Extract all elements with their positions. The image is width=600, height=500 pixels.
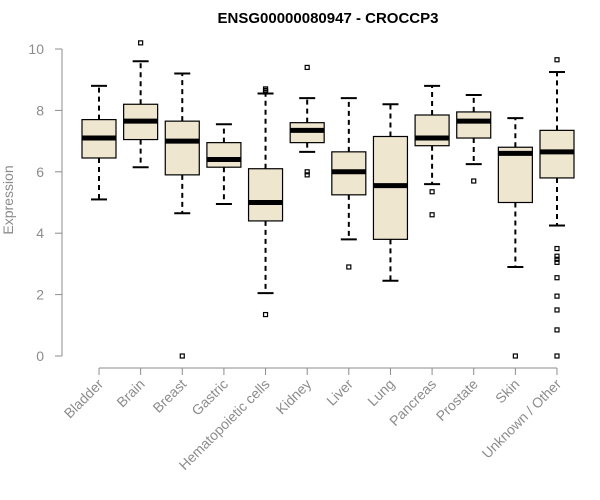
outlier-point	[554, 253, 560, 259]
x-tick-label: Skin	[492, 376, 523, 407]
x-tick-label: Breast	[149, 376, 189, 416]
outlier-point	[262, 311, 269, 318]
box-group	[539, 57, 575, 359]
x-tick-label: Prostate	[433, 376, 481, 424]
x-tick-label: Kidney	[273, 376, 315, 418]
box-group	[497, 117, 533, 359]
y-tick-label: 10	[28, 41, 44, 57]
box-group	[164, 72, 200, 359]
box-group	[206, 123, 242, 206]
box-group	[289, 64, 325, 178]
x-tick-label: Unknown / Other	[479, 376, 565, 462]
box-group	[247, 86, 284, 318]
x-tick-label: Brain	[113, 376, 147, 410]
outlier-point	[554, 353, 560, 359]
x-tick-label: Liver	[323, 376, 356, 409]
outlier-point	[304, 169, 310, 175]
box-group	[331, 97, 367, 270]
box-iqr	[164, 120, 200, 176]
outlier-point	[262, 86, 269, 92]
y-tick-label: 4	[36, 225, 44, 241]
y-tick-label: 6	[36, 164, 44, 180]
outlier-point	[429, 212, 435, 218]
box-iqr	[456, 111, 492, 139]
box-group	[456, 94, 492, 184]
box-iqr	[414, 114, 450, 147]
box-group	[81, 84, 117, 201]
box-iqr	[497, 146, 533, 204]
outlier-point	[554, 57, 560, 63]
x-tick-label: Lung	[364, 376, 397, 409]
outlier-point	[471, 178, 477, 184]
outlier-point	[512, 353, 518, 359]
box-group	[123, 40, 159, 169]
outlier-point	[429, 189, 435, 195]
plot-area	[81, 40, 575, 359]
y-tick-label: 2	[36, 287, 44, 303]
y-axis: 0 2 4 6 8 10	[28, 41, 63, 364]
outlier-point	[138, 40, 144, 46]
box-group	[414, 84, 450, 218]
outlier-point	[554, 245, 560, 252]
x-tick-label: Bladder	[61, 376, 107, 422]
outlier-point	[179, 353, 185, 359]
outlier-point	[554, 275, 560, 281]
y-tick-label: 8	[36, 102, 44, 118]
outlier-point	[554, 259, 560, 265]
box-group	[372, 103, 409, 282]
outlier-point	[554, 307, 560, 313]
box-iqr	[247, 168, 284, 222]
outlier-point	[554, 256, 560, 262]
outlier-point	[554, 327, 560, 333]
box-iqr	[206, 142, 242, 168]
outlier-point	[346, 264, 352, 270]
y-tick-label: 0	[36, 348, 44, 364]
outlier-point	[554, 293, 560, 299]
outlier-point	[304, 64, 310, 71]
chart-title: ENSG00000080947 - CROCCP3	[218, 10, 439, 27]
outlier-point	[304, 172, 310, 178]
y-axis-label: Expression	[0, 165, 16, 234]
